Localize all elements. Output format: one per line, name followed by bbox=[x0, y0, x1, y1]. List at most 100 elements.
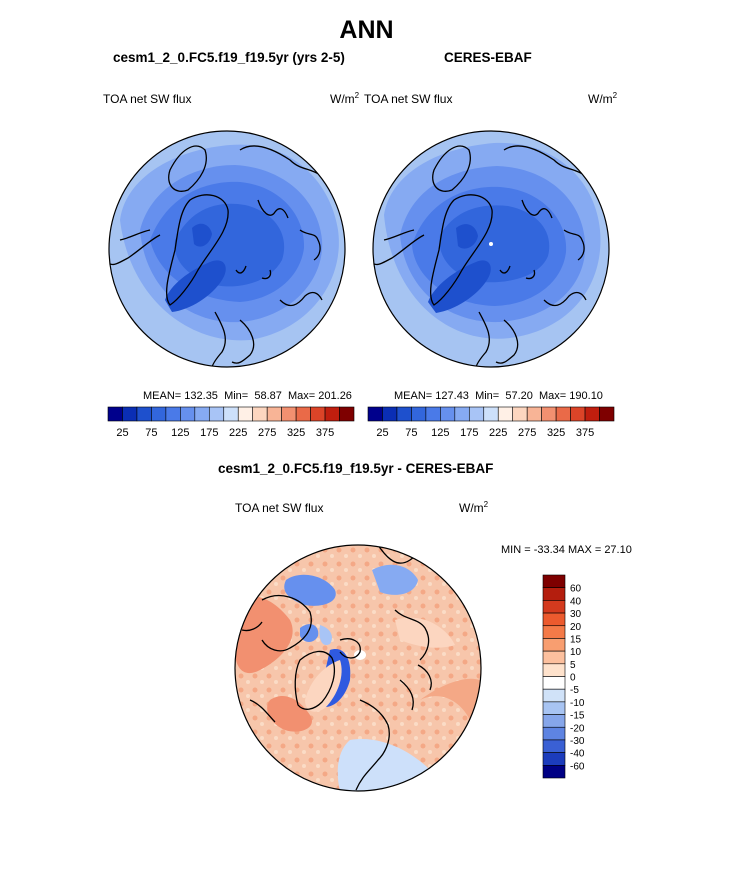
obs-colorbar-tick-label: 125 bbox=[431, 427, 449, 439]
diff-colorbar-tick-label: -15 bbox=[570, 711, 585, 722]
model-colorbar-swatch bbox=[324, 406, 340, 422]
model-colorbar-tick-label: 125 bbox=[171, 427, 189, 439]
diff-colorbar-tick-label: 5 bbox=[570, 660, 576, 671]
obs-variable-label: TOA net SW flux bbox=[364, 92, 453, 106]
model-colorbar-swatch bbox=[339, 406, 355, 422]
model-colorbar-swatch bbox=[208, 406, 225, 422]
diff-stats: MIN = -33.34 MAX = 27.10 bbox=[501, 544, 632, 556]
model-variable-label: TOA net SW flux bbox=[103, 92, 192, 106]
model-colorbar-swatch bbox=[180, 406, 196, 422]
model-colorbar-swatch bbox=[237, 406, 254, 422]
obs-colorbar-swatch bbox=[425, 406, 441, 422]
model-colorbar-swatch bbox=[252, 406, 268, 422]
diff-colorbar-tick-label: -20 bbox=[570, 723, 585, 734]
diff-colorbar-swatch bbox=[542, 739, 566, 753]
obs-colorbar-swatch bbox=[396, 406, 412, 422]
obs-units-label: W/m2 bbox=[588, 91, 618, 106]
diff-variable-label: TOA net SW flux bbox=[235, 501, 324, 515]
model-colorbar-tick-label: 275 bbox=[258, 427, 276, 439]
diff-colorbar-swatch bbox=[542, 638, 566, 652]
obs-colorbar-tick-label: 175 bbox=[460, 427, 478, 439]
diff-units-label: W/m2 bbox=[459, 500, 489, 515]
model-colorbar-swatch bbox=[136, 406, 152, 422]
obs-colorbar-swatch bbox=[367, 406, 383, 422]
model-stats: MEAN= 132.35 Min= 58.87 Max= 201.26 bbox=[143, 390, 352, 402]
obs-colorbar-swatch bbox=[454, 406, 470, 422]
model-colorbar-swatch bbox=[295, 406, 311, 422]
obs-colorbar-swatch bbox=[555, 406, 571, 422]
diff-colorbar-tick-label: -5 bbox=[570, 685, 579, 696]
main-title: ANN bbox=[339, 16, 394, 44]
diff-colorbar-swatch bbox=[542, 600, 566, 614]
model-panel-title: cesm1_2_0.FC5.f19_f19.5yr (yrs 2-5) bbox=[113, 50, 345, 65]
model-colorbar-swatch bbox=[107, 406, 123, 422]
diff-colorbar-swatch bbox=[542, 676, 566, 690]
model-colorbar-swatch bbox=[194, 406, 210, 422]
obs-colorbar-swatch bbox=[382, 406, 398, 422]
model-colorbar-swatch bbox=[223, 406, 239, 422]
model-colorbar-swatch bbox=[165, 406, 181, 422]
diff-colorbar-tick-label: 15 bbox=[570, 634, 582, 645]
obs-colorbar-tick-label: 75 bbox=[405, 427, 417, 439]
diff-colorbar-tick-label: 10 bbox=[570, 647, 582, 658]
obs-colorbar-swatch bbox=[483, 406, 499, 422]
model-colorbar-tick-label: 75 bbox=[145, 427, 157, 439]
obs-colorbar-swatch bbox=[584, 406, 600, 422]
diff-panel-title: cesm1_2_0.FC5.f19_f19.5yr - CERES-EBAF bbox=[218, 461, 494, 476]
model-colorbar-tick-label: 175 bbox=[200, 427, 218, 439]
obs-stats: MEAN= 127.43 Min= 57.20 Max= 190.10 bbox=[394, 390, 603, 402]
diff-colorbar-tick-label: 30 bbox=[570, 609, 582, 620]
obs-colorbar-tick-label: 275 bbox=[518, 427, 536, 439]
obs-colorbar-swatch bbox=[411, 406, 427, 422]
model-polar-map bbox=[109, 131, 345, 367]
obs-panel-title: CERES-EBAF bbox=[444, 50, 532, 65]
obs-colorbar-swatch bbox=[526, 406, 542, 422]
model-colorbar-tick-label: 25 bbox=[116, 427, 128, 439]
model-units-label: W/m2 bbox=[330, 91, 360, 106]
diff-colorbar-tick-label: 60 bbox=[570, 584, 582, 595]
diff-colorbar-swatch bbox=[542, 752, 566, 766]
model-colorbar-swatch bbox=[266, 406, 282, 422]
diff-colorbar-swatch bbox=[542, 663, 566, 677]
obs-colorbar-swatch bbox=[440, 406, 456, 422]
model-colorbar-swatch bbox=[151, 406, 167, 422]
obs-colorbar-tick-label: 225 bbox=[489, 427, 507, 439]
diff-colorbar-swatch bbox=[542, 625, 566, 639]
diff-colorbar-tick-label: 40 bbox=[570, 596, 582, 607]
model-colorbar-tick-label: 225 bbox=[229, 427, 247, 439]
model-colorbar-tick-label: 325 bbox=[287, 427, 305, 439]
obs-colorbar-swatch bbox=[541, 406, 557, 422]
diff-colorbar-swatch bbox=[542, 612, 566, 627]
diff-colorbar-tick-label: -40 bbox=[570, 749, 585, 760]
model-colorbar-swatch bbox=[281, 406, 297, 422]
diff-colorbar-tick-label: -30 bbox=[570, 736, 585, 747]
obs-colorbar-swatch bbox=[570, 406, 586, 422]
diff-colorbar-swatch bbox=[542, 650, 566, 665]
model-colorbar: 25 75 125 175 225 275 325 375 bbox=[107, 406, 355, 439]
diff-polar-map bbox=[235, 545, 481, 791]
obs-colorbar-swatch bbox=[468, 406, 485, 422]
diff-colorbar-tick-label: -60 bbox=[570, 761, 585, 772]
obs-colorbar-tick-label: 25 bbox=[376, 427, 388, 439]
diff-colorbar-swatch bbox=[542, 714, 566, 728]
model-colorbar-swatch bbox=[310, 406, 326, 422]
obs-colorbar-swatch bbox=[512, 406, 528, 422]
model-colorbar-swatch bbox=[122, 406, 138, 422]
diff-colorbar-tick-label: 0 bbox=[570, 673, 576, 684]
diff-colorbar-swatch bbox=[542, 701, 566, 715]
diff-colorbar-tick-label: 20 bbox=[570, 622, 582, 633]
obs-colorbar-tick-label: 325 bbox=[547, 427, 565, 439]
diff-colorbar-swatch bbox=[542, 688, 566, 703]
diff-colorbar-swatch bbox=[542, 587, 566, 601]
diff-colorbar-swatch bbox=[542, 726, 566, 741]
obs-colorbar-swatch bbox=[497, 406, 514, 422]
diff-colorbar-swatch bbox=[542, 574, 566, 588]
diff-colorbar-tick-label: -10 bbox=[570, 698, 585, 709]
obs-colorbar: 25 75 125 175 225 275 325 375 bbox=[367, 406, 615, 439]
obs-colorbar-swatch bbox=[599, 406, 615, 422]
obs-polar-map bbox=[373, 131, 609, 367]
model-colorbar-tick-label: 375 bbox=[316, 427, 334, 439]
diff-colorbar-swatch bbox=[542, 765, 566, 779]
